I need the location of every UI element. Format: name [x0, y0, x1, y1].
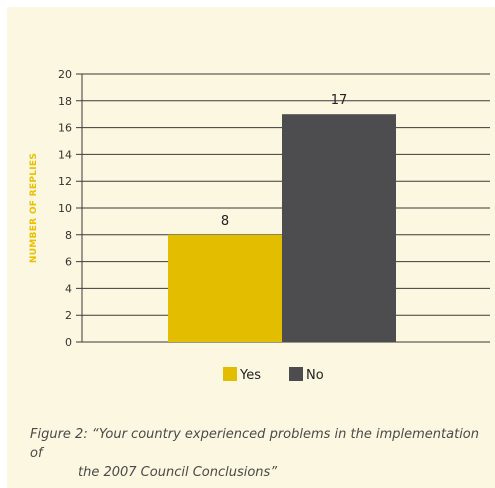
bar-chart: 0 2 4 6 8 10 12 14 16 18 20 NUMBER OF REPLIES 8 17 Yes…: [29, 68, 490, 383]
y-tick-label: 6: [65, 256, 72, 269]
caption-line-1: Figure 2: “Your country experienced prob…: [30, 427, 480, 461]
y-tick-label: 20: [58, 68, 72, 81]
y-tick-label: 10: [58, 202, 72, 215]
y-tick-label: 18: [58, 95, 72, 108]
legend-swatch-yes: [223, 367, 237, 381]
data-label-yes: 8: [221, 214, 229, 229]
y-tick-label: 16: [58, 122, 72, 135]
bar-yes: [168, 234, 282, 342]
legend-label-yes: Yes: [239, 368, 261, 383]
y-tick-label: 4: [65, 282, 72, 295]
y-tick-label: 8: [65, 229, 72, 242]
y-tick-label: 12: [58, 175, 72, 188]
y-tick-label: 14: [58, 148, 72, 161]
caption-line-2: the 2007 Council Conclusions”: [78, 465, 278, 480]
legend-swatch-no: [289, 367, 303, 381]
y-tick-label: 0: [65, 336, 72, 349]
y-tick-label: 2: [65, 309, 72, 322]
legend-label-no: No: [306, 368, 324, 383]
bar-no: [282, 114, 396, 342]
figure-caption: Figure 2: “Your country experienced prob…: [30, 425, 490, 482]
data-label-no: 17: [331, 93, 348, 108]
y-axis-label: NUMBER OF REPLIES: [29, 153, 39, 263]
